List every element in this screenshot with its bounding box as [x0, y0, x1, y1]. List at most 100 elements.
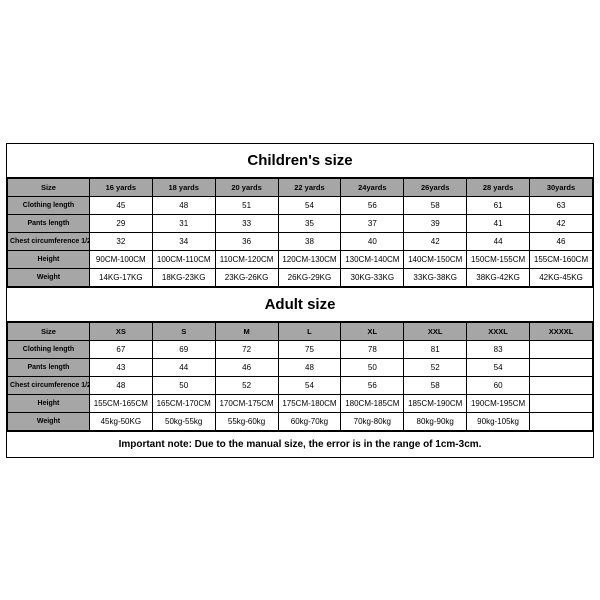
cell: 35 [278, 214, 341, 232]
row-label: Clothing length [8, 340, 90, 358]
cell: 100CM-110CM [152, 250, 215, 268]
cell: 36 [215, 232, 278, 250]
cell: 41 [467, 214, 530, 232]
cell: 38 [278, 232, 341, 250]
cell: 52 [404, 358, 467, 376]
table-row: Clothing length67697275788183 [8, 340, 593, 358]
cell: 83 [467, 340, 530, 358]
cell: 44 [467, 232, 530, 250]
cell [530, 376, 593, 394]
cell: 120CM-130CM [278, 250, 341, 268]
cell: 130CM-140CM [341, 250, 404, 268]
row-label: Chest circumference 1/2 [8, 232, 90, 250]
row-label: Pants length [8, 358, 90, 376]
adult-table: Size XS S M L XL XXL XXXL XXXXL Clothing… [7, 322, 593, 431]
cell: 46 [215, 358, 278, 376]
cell [530, 358, 593, 376]
cell: 18KG-23KG [152, 268, 215, 286]
cell: 180CM-185CM [341, 394, 404, 412]
cell: 50 [152, 376, 215, 394]
cell: 56 [341, 376, 404, 394]
col-header: XL [341, 322, 404, 340]
row-label: Weight [8, 268, 90, 286]
cell: 29 [89, 214, 152, 232]
col-header: 20 yards [215, 178, 278, 196]
cell: 78 [341, 340, 404, 358]
col-header: XXL [404, 322, 467, 340]
cell: 60kg-70kg [278, 412, 341, 430]
col-header: XXXL [467, 322, 530, 340]
table-row: Chest circumference 1/248505254565860 [8, 376, 593, 394]
cell: 155CM-165CM [89, 394, 152, 412]
row-label: Pants length [8, 214, 90, 232]
cell [530, 394, 593, 412]
table-row: Chest circumference 1/23234363840424446 [8, 232, 593, 250]
table-row: Weight45kg-50KG50kg-55kg55kg-60kg60kg-70… [8, 412, 593, 430]
cell: 50kg-55kg [152, 412, 215, 430]
cell: 63 [530, 196, 593, 214]
table-row: Clothing length4548515456586163 [8, 196, 593, 214]
cell: 45kg-50KG [89, 412, 152, 430]
col-header: 28 yards [467, 178, 530, 196]
adult-header-row: Size XS S M L XL XXL XXXL XXXXL [8, 322, 593, 340]
cell: 52 [215, 376, 278, 394]
cell: 72 [215, 340, 278, 358]
important-note: Important note: Due to the manual size, … [7, 431, 593, 457]
cell: 51 [215, 196, 278, 214]
adult-title: Adult size [7, 287, 593, 322]
col-header: 30yards [530, 178, 593, 196]
row-label: Height [8, 394, 90, 412]
cell: 54 [278, 196, 341, 214]
cell: 42 [404, 232, 467, 250]
children-table: Size 16 yards 18 yards 20 yards 22 yards… [7, 178, 593, 287]
cell: 190CM-195CM [467, 394, 530, 412]
cell: 42 [530, 214, 593, 232]
cell: 67 [89, 340, 152, 358]
cell: 33KG-38KG [404, 268, 467, 286]
col-header: M [215, 322, 278, 340]
cell: 170CM-175CM [215, 394, 278, 412]
cell: 150CM-155CM [467, 250, 530, 268]
cell [530, 412, 593, 430]
col-header: Size [8, 178, 90, 196]
children-title: Children's size [7, 144, 593, 178]
cell: 48 [278, 358, 341, 376]
cell: 69 [152, 340, 215, 358]
table-row: Pants length43444648505254 [8, 358, 593, 376]
cell: 56 [341, 196, 404, 214]
children-header-row: Size 16 yards 18 yards 20 yards 22 yards… [8, 178, 593, 196]
cell: 155CM-160CM [530, 250, 593, 268]
table-row: Height90CM-100CM100CM-110CM110CM-120CM12… [8, 250, 593, 268]
cell: 42KG-45KG [530, 268, 593, 286]
col-header: 26yards [404, 178, 467, 196]
row-label: Clothing length [8, 196, 90, 214]
cell: 80kg-90kg [404, 412, 467, 430]
cell: 26KG-29KG [278, 268, 341, 286]
cell: 14KG-17KG [89, 268, 152, 286]
cell: 58 [404, 196, 467, 214]
cell [530, 340, 593, 358]
cell: 46 [530, 232, 593, 250]
table-row: Weight14KG-17KG18KG-23KG23KG-26KG26KG-29… [8, 268, 593, 286]
cell: 140CM-150CM [404, 250, 467, 268]
size-chart: Children's size Size 16 yards 18 yards 2… [6, 143, 594, 458]
cell: 50 [341, 358, 404, 376]
cell: 90kg-105kg [467, 412, 530, 430]
cell: 34 [152, 232, 215, 250]
col-header: XS [89, 322, 152, 340]
cell: 61 [467, 196, 530, 214]
table-row: Height155CM-165CM165CM-170CM170CM-175CM1… [8, 394, 593, 412]
col-header: XXXXL [530, 322, 593, 340]
cell: 48 [89, 376, 152, 394]
col-header: 22 yards [278, 178, 341, 196]
col-header: L [278, 322, 341, 340]
cell: 40 [341, 232, 404, 250]
cell: 54 [278, 376, 341, 394]
cell: 30KG-33KG [341, 268, 404, 286]
cell: 33 [215, 214, 278, 232]
cell: 44 [152, 358, 215, 376]
cell: 58 [404, 376, 467, 394]
cell: 55kg-60kg [215, 412, 278, 430]
col-header: 16 yards [89, 178, 152, 196]
col-header: S [152, 322, 215, 340]
